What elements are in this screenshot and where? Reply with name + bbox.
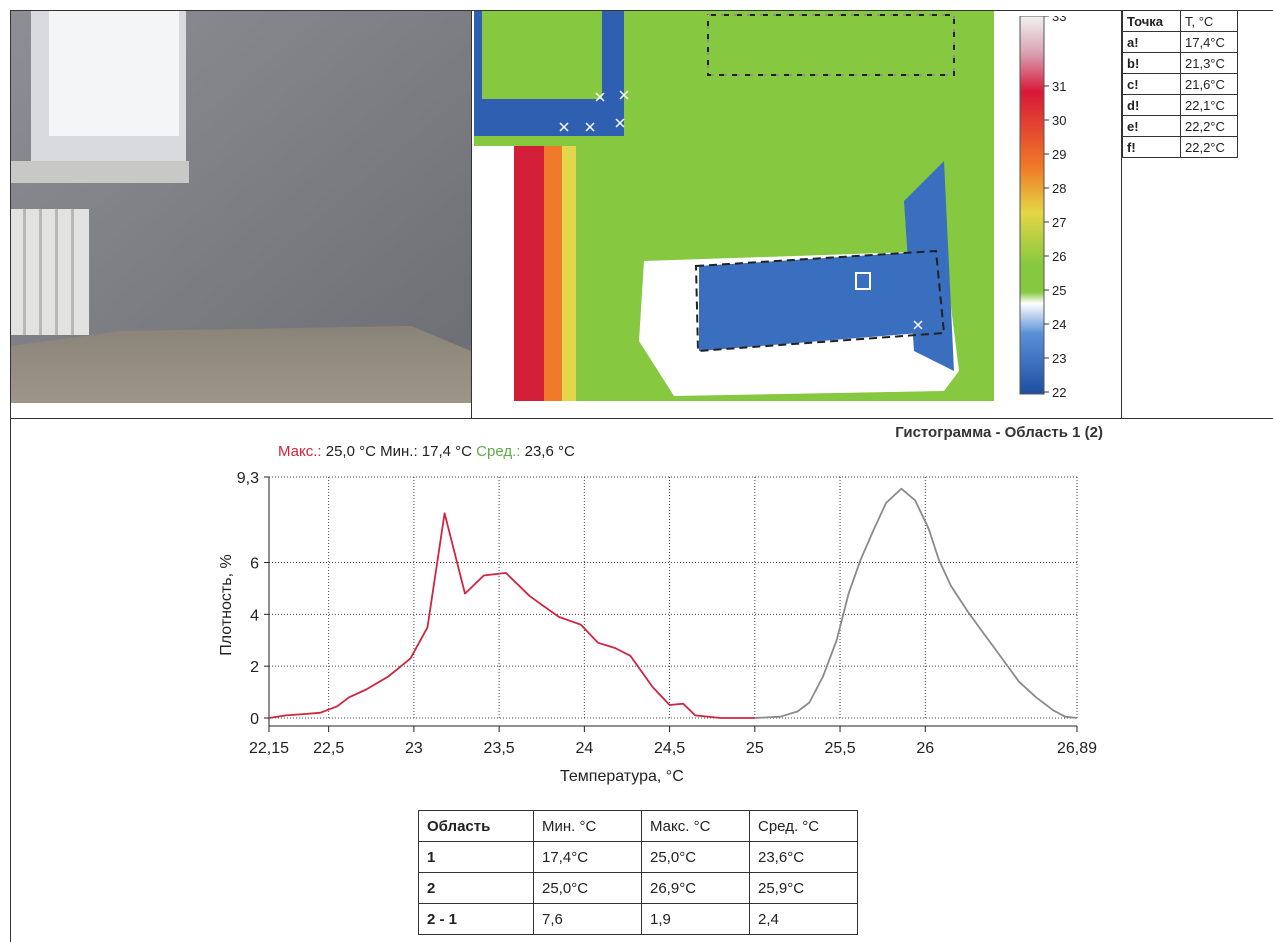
table-row: 2 25,0°C 26,9°C 25,9°C [418,872,858,904]
point-temp: 17,4°C [1180,31,1238,53]
header-min: Мин. °C [533,810,642,842]
regions-table-header: Область Мин. °C Макс. °C Сред. °C [418,810,858,842]
x-tick-label: 25,5 [824,740,855,757]
scale-tick-label: 26 [1052,249,1066,264]
scale-tick-label: 30 [1052,113,1066,128]
point-temp: 21,3°C [1180,52,1238,74]
histogram-title: Гистограмма - Область 1 (2) [895,424,1103,441]
scale-tick-label: 31 [1052,79,1066,94]
header-avg: Сред. °C [749,810,858,842]
area-label: 1 [418,841,534,873]
points-table-header: Точка T, °C [1122,10,1238,32]
area-max: 26,9°C [641,872,750,904]
y-tick-label: 2 [250,659,259,676]
scale-tick-label: 27 [1052,215,1066,230]
stat-max-value: 25,0 °C [325,443,376,460]
report-frame [10,10,1273,942]
area-avg: 2,4 [749,903,858,935]
stat-avg-value: 23,6 °C [524,443,575,460]
regions-table: Область Мин. °C Макс. °C Сред. °C 1 17,4… [418,810,858,935]
point-temp: 22,2°C [1180,136,1238,158]
point-temp: 22,1°C [1180,94,1238,116]
stat-min-label: Мин.: [380,443,418,460]
stat-avg-label: Сред.: [476,443,521,460]
x-tick-label: 26 [916,740,934,757]
area-max: 1,9 [641,903,750,935]
point-temp: 21,6°C [1180,73,1238,95]
table-row: 2 - 1 7,6 1,9 2,4 [418,903,858,935]
header-temp: T, °C [1180,10,1238,32]
series-1-line [268,512,755,719]
point-temp: 22,2°C [1180,115,1238,137]
photo-divider [471,10,472,419]
point-label: e! [1122,115,1181,137]
x-tick-label: 23,5 [484,740,515,757]
table-row: 1 17,4°C 25,0°C 23,6°C [418,841,858,873]
point-label: f! [1122,136,1181,158]
area-max: 25,0°C [641,841,750,873]
temperature-scale: 33 31 30 29 28 27 26 25 24 23 22 [1019,16,1066,400]
y-tick-label: 0 [250,711,259,728]
radiator [11,209,89,335]
series-2-line [754,487,1078,719]
table-row: f! 22,2°C [1122,136,1238,158]
table-row: e! 22,2°C [1122,115,1238,137]
header-area: Область [418,810,534,842]
area-label: 2 - 1 [418,903,534,935]
y-tick-label: 6 [250,556,259,573]
scale-tick-label: 22 [1052,385,1066,400]
table-row: b! 21,3°C [1122,52,1238,74]
table-row: c! 21,6°C [1122,73,1238,95]
area-avg: 23,6°C [749,841,858,873]
x-tick-label: 23 [405,740,423,757]
x-tick-label: 25 [746,740,764,757]
area-min: 7,6 [533,903,642,935]
point-label: b! [1122,52,1181,74]
points-table: Точка T, °C a! 17,4°C b! 21,3°C c! 21,6°C d… [1122,10,1238,158]
table-row: d! 22,1°C [1122,94,1238,116]
x-tick-label: 26,89 [1057,740,1097,757]
scale-tick-label: 29 [1052,147,1066,162]
x-tick-label: 24 [575,740,593,757]
scale-tick-label: 24 [1052,317,1066,332]
x-axis-label: Температура, °C [560,768,684,785]
header-max: Макс. °C [641,810,750,842]
area-min: 17,4°C [533,841,642,873]
point-label: a! [1122,31,1181,53]
x-tick-label: 22,5 [313,740,344,757]
scale-tick-label: 25 [1052,283,1066,298]
area-label: 2 [418,872,534,904]
scale-tick-label: 23 [1052,351,1066,366]
measure-points [559,90,923,330]
y-tick-label: 4 [250,607,259,624]
stat-min-value: 17,4 °C [421,443,472,460]
histogram-stats: Макс.: 25,0 °C Мин.: 17,4 °C Сред.: 23,6… [278,443,575,460]
chart-grid [268,476,1078,719]
x-tick-label: 24,5 [654,740,685,757]
thermal-image [474,11,994,401]
section-divider [10,418,1273,419]
x-tick-label: 22,15 [249,740,289,757]
table-row: a! 17,4°C [1122,31,1238,53]
stat-max-label: Макс.: [278,443,322,460]
scale-tick-label: 33 [1052,16,1066,24]
point-label: d! [1122,94,1181,116]
area-avg: 25,9°C [749,872,858,904]
header-point: Точка [1122,10,1181,32]
table-divider [1121,10,1122,419]
scale-tick-label: 28 [1052,181,1066,196]
point-label: c! [1122,73,1181,95]
y-axis-label: Плотность, % [218,554,235,656]
y-tick-label: 9,3 [237,470,259,487]
area-min: 25,0°C [533,872,642,904]
visible-photo [11,11,471,403]
